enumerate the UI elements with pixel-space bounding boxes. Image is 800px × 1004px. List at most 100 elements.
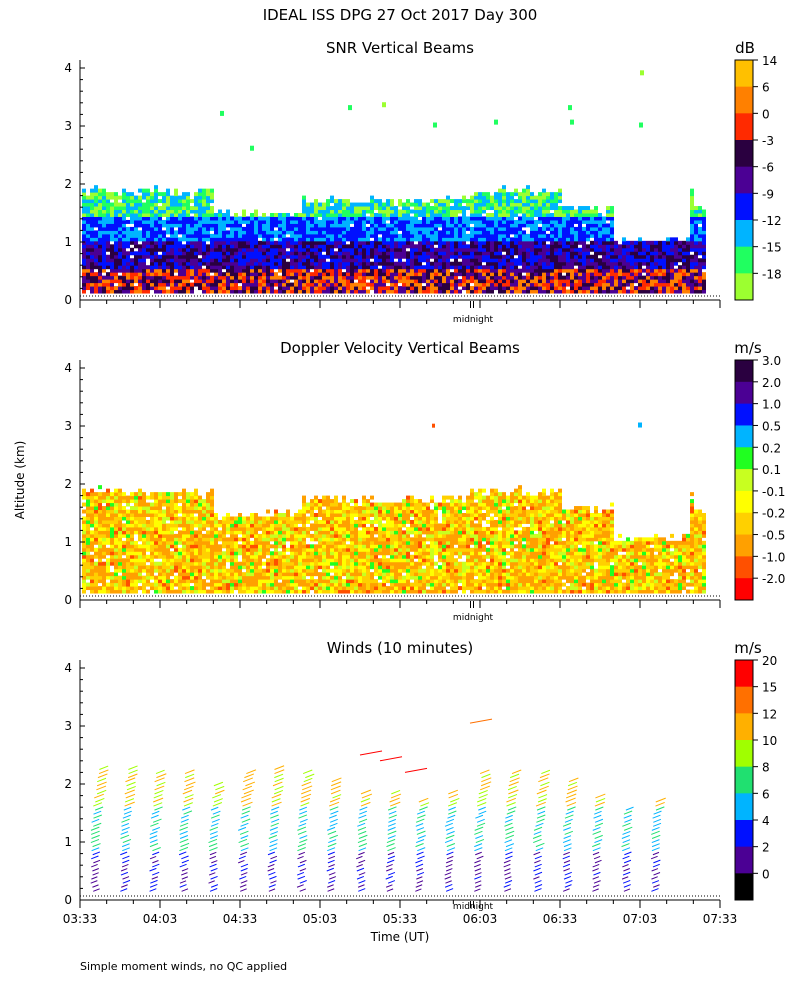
snr-cell bbox=[302, 196, 306, 200]
doppler-cell bbox=[162, 499, 166, 503]
doppler-cell bbox=[118, 562, 122, 566]
snr-cell bbox=[514, 290, 518, 294]
snr-cell bbox=[506, 258, 510, 262]
snr-cell bbox=[526, 185, 530, 189]
snr-cell bbox=[650, 269, 654, 273]
snr-cell bbox=[214, 220, 218, 224]
snr-cell bbox=[290, 251, 294, 255]
snr-cell bbox=[158, 227, 162, 231]
doppler-cell bbox=[218, 586, 222, 590]
snr-cell bbox=[254, 210, 258, 214]
snr-cell bbox=[118, 241, 122, 245]
snr-cell bbox=[102, 189, 106, 193]
doppler-cell bbox=[206, 520, 210, 524]
snr-cell bbox=[138, 262, 142, 266]
snr-cell bbox=[442, 206, 446, 210]
snr-cell bbox=[326, 220, 330, 224]
snr-cell bbox=[270, 234, 274, 238]
snr-cell bbox=[622, 279, 626, 283]
snr-cell bbox=[494, 262, 498, 266]
snr-cell bbox=[582, 244, 586, 248]
snr-cell bbox=[426, 262, 430, 266]
snr-cell bbox=[514, 206, 518, 210]
snr-cell bbox=[566, 216, 570, 220]
doppler-cell bbox=[158, 586, 162, 590]
snr-cell bbox=[514, 237, 518, 241]
snr-cell bbox=[610, 220, 614, 224]
snr-cell bbox=[402, 203, 406, 207]
snr-cell bbox=[202, 203, 206, 207]
snr-cell bbox=[486, 272, 490, 276]
snr-cell bbox=[178, 196, 182, 200]
snr-cell bbox=[266, 237, 270, 241]
snr-cell bbox=[550, 290, 554, 294]
snr-cell bbox=[234, 279, 238, 283]
snr-cell bbox=[542, 213, 546, 217]
snr-cell bbox=[602, 237, 606, 241]
snr-cell bbox=[98, 269, 102, 273]
snr-cell bbox=[410, 237, 414, 241]
snr-cell bbox=[370, 272, 374, 276]
doppler-cell bbox=[86, 492, 90, 496]
snr-cell bbox=[446, 265, 450, 269]
doppler-cell bbox=[146, 496, 150, 500]
doppler-cell bbox=[162, 558, 166, 562]
snr-cell bbox=[350, 234, 354, 238]
snr-cell bbox=[410, 286, 414, 290]
doppler-cell bbox=[210, 492, 214, 496]
snr-cell bbox=[274, 248, 278, 252]
snr-cell bbox=[142, 269, 146, 273]
snr-cell bbox=[510, 210, 514, 214]
snr-cell bbox=[194, 248, 198, 252]
snr-cell bbox=[546, 227, 550, 231]
doppler-cell bbox=[102, 576, 106, 580]
snr-cell bbox=[398, 286, 402, 290]
snr-cell bbox=[98, 286, 102, 290]
snr-cell bbox=[126, 210, 130, 214]
snr-cell bbox=[446, 272, 450, 276]
snr-cell bbox=[286, 279, 290, 283]
snr-cell bbox=[278, 265, 282, 269]
doppler-cell bbox=[166, 551, 170, 555]
y-tick-label: 1 bbox=[64, 235, 72, 249]
doppler-cell bbox=[210, 565, 214, 569]
snr-cell bbox=[554, 272, 558, 276]
snr-cell bbox=[662, 276, 666, 280]
snr-cell bbox=[466, 283, 470, 287]
snr-cell bbox=[398, 213, 402, 217]
doppler-cell bbox=[154, 565, 158, 569]
snr-cell bbox=[110, 230, 114, 234]
snr-cell bbox=[138, 230, 142, 234]
snr-cell bbox=[450, 255, 454, 259]
snr-cell bbox=[190, 276, 194, 280]
snr-cell bbox=[422, 244, 426, 248]
doppler-cell bbox=[230, 555, 234, 559]
snr-cell bbox=[126, 258, 130, 262]
snr-cell bbox=[302, 283, 306, 287]
snr-cell bbox=[534, 230, 538, 234]
doppler-cell bbox=[142, 537, 146, 541]
snr-cell bbox=[102, 210, 106, 214]
snr-cell bbox=[150, 230, 154, 234]
snr-cell bbox=[142, 279, 146, 283]
snr-cell bbox=[170, 272, 174, 276]
snr-cell bbox=[670, 265, 674, 269]
snr-cell bbox=[570, 223, 574, 227]
snr-cell bbox=[694, 258, 698, 262]
snr-cell bbox=[330, 213, 334, 217]
snr-cell bbox=[478, 220, 482, 224]
doppler-cell bbox=[158, 576, 162, 580]
snr-cell bbox=[582, 283, 586, 287]
doppler-cell bbox=[118, 520, 122, 524]
snr-cell bbox=[558, 251, 562, 255]
snr-cell bbox=[122, 227, 126, 231]
snr-cell bbox=[102, 248, 106, 252]
doppler-cell bbox=[142, 579, 146, 583]
snr-cell bbox=[98, 265, 102, 269]
doppler-cell bbox=[82, 520, 86, 524]
snr-cell bbox=[158, 216, 162, 220]
snr-cell bbox=[398, 279, 402, 283]
doppler-cell bbox=[150, 496, 154, 500]
snr-cell bbox=[122, 234, 126, 238]
snr-cell bbox=[186, 258, 190, 262]
